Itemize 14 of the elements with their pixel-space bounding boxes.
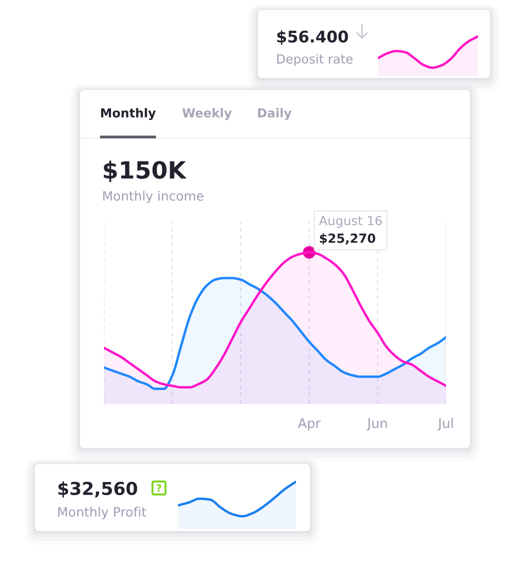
x-tick-label: Apr <box>298 418 321 431</box>
annotation: August 16 <box>319 216 382 228</box>
x-tick-label: Jun <box>366 418 387 431</box>
text: Monthly <box>101 108 156 120</box>
text: Deposit rate <box>277 54 352 66</box>
x-tick-label: Jul <box>437 418 453 431</box>
text: Daily <box>258 108 292 120</box>
chart-subtitle: Monthly income <box>103 190 204 204</box>
chart-title: $56.400 <box>277 30 348 45</box>
text: Monthly Profit <box>58 506 146 520</box>
chart-title: $32,560 <box>58 481 138 498</box>
text: Weekly <box>182 108 232 120</box>
annotation: $25,270 <box>320 233 376 245</box>
chart-title: $150K <box>104 160 187 182</box>
